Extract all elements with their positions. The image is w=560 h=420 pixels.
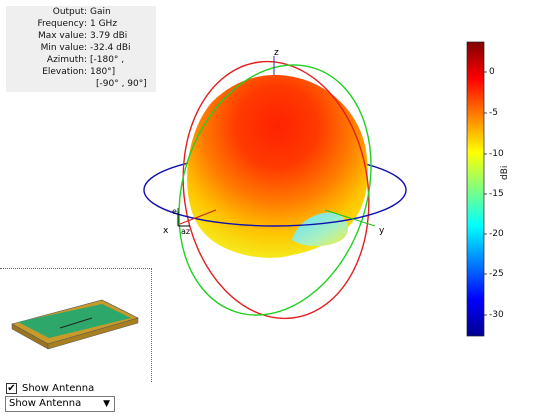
y-axis-label: y <box>379 226 385 236</box>
colorbar <box>466 41 485 337</box>
z-axis-label: z <box>274 48 279 58</box>
show-antenna-checkbox[interactable]: ✔ <box>6 382 17 394</box>
elevation-label: el <box>172 207 179 216</box>
pattern-surface <box>187 75 368 258</box>
info-row-frequency: Frequency:1 GHz <box>37 19 118 29</box>
dropdown-selected-value: Show Antenna <box>9 398 82 409</box>
colorbar-unit-label: dBi <box>500 165 510 180</box>
colorbar-tick-label: -25 <box>489 269 504 279</box>
info-row-max: Max value:3.79 dBi <box>37 31 128 41</box>
xy-circle-front <box>143 189 407 227</box>
x-axis-label: x <box>163 226 169 236</box>
info-elevation-range: [-90° , 90°] <box>96 79 147 89</box>
yz-circle <box>178 64 372 316</box>
info-row-output: Output: Gain <box>52 7 111 17</box>
info-row-elevation: Elevation:180°] <box>42 67 116 77</box>
azimuth-label: az <box>181 227 190 236</box>
info-row-min: Min value: -32.4 dBi <box>40 43 131 53</box>
chevron-down-icon: ▼ <box>103 399 110 409</box>
antenna-thumbnail[interactable] <box>11 299 139 350</box>
show-antenna-checkbox-row[interactable]: ✔ Show Antenna <box>6 381 94 395</box>
colorbar-ticks <box>484 71 487 316</box>
colorbar-tick-label: -15 <box>489 189 504 199</box>
xz-circle <box>182 60 370 320</box>
colorbar-tick-label: 0 <box>489 67 495 77</box>
x-axis-line <box>179 209 217 225</box>
info-row-azimuth: Azimuth: [-180° , <box>46 55 125 65</box>
pattern-null-region <box>292 212 349 247</box>
colorbar-tick-label: -30 <box>489 310 504 320</box>
colorbar-tick-label: -5 <box>489 108 498 118</box>
antenna-inset-frame <box>0 268 152 382</box>
antenna-view-dropdown[interactable]: Show Antenna ▼ <box>5 396 115 412</box>
info-panel: Output: Gain Frequency:1 GHz Max value:3.… <box>6 6 156 92</box>
colorbar-tick-label: -20 <box>489 229 504 239</box>
show-antenna-checkbox-label: Show Antenna <box>22 382 95 394</box>
colorbar-tick-label: -10 <box>489 149 504 159</box>
y-axis-line <box>324 209 376 227</box>
